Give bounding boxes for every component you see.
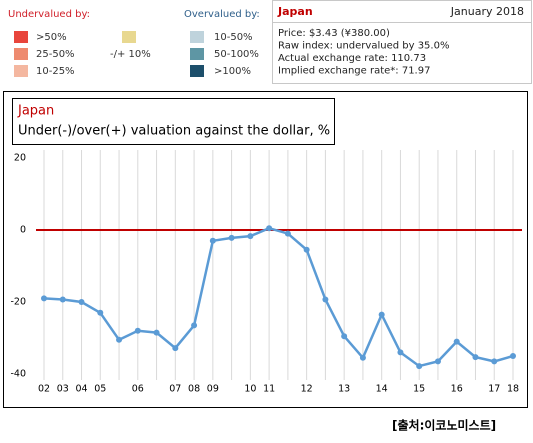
over-title: Overvalued by: [184,9,260,20]
data-point [172,345,179,352]
chart-subtitle: Under(-)/over(+) valuation against the d… [18,124,330,139]
legend-label: >50% [36,32,67,43]
info-date: January 2018 [450,5,524,18]
x-tick-label: 10 [244,384,256,395]
legend-label: >100% [214,66,251,77]
series-line [43,226,514,368]
x-tick-label: 08 [188,384,200,395]
legend-label: 10-50% [214,32,253,43]
legend-label: 10-25% [36,66,75,77]
x-tick-label: 11 [263,384,275,395]
data-point [266,225,273,232]
data-point [510,353,516,359]
legend-label: 50-100% [214,49,259,60]
data-point [378,311,385,318]
x-tick-label: 02 [38,384,50,395]
legend-swatch [190,65,204,77]
data-point [134,327,141,334]
data-point [472,354,479,361]
data-point [191,322,198,329]
data-point [116,336,123,343]
x-tick-label: 09 [207,384,219,395]
legend-swatch [14,65,28,77]
data-point [303,246,310,253]
data-point [341,333,348,340]
chart-frame [3,91,528,408]
y-tick-label: 0 [20,225,26,236]
data-point [322,296,329,303]
legend-swatch [190,31,204,43]
x-tick-label: 06 [132,384,144,395]
data-point [416,363,423,370]
x-tick-label: 14 [376,384,388,395]
legend-swatch [190,48,204,60]
info-line: Price: $3.43 (¥380.00) [278,28,390,39]
data-point [228,234,235,241]
y-tick-label: -40 [10,369,26,380]
data-point [59,296,66,303]
data-point [97,309,104,316]
legend-label: -/+ 10% [110,49,151,60]
info-box [272,0,532,84]
legend-swatch [122,31,136,43]
x-tick-label: 16 [451,384,463,395]
data-point [247,233,254,240]
data-point [41,295,47,302]
x-tick-label: 15 [413,384,425,395]
data-point [397,349,404,356]
x-tick-label: 18 [507,384,519,395]
x-tick-label: 12 [301,384,313,395]
x-tick-label: 04 [75,384,87,395]
x-tick-label: 05 [94,384,106,395]
under-title: Undervalued by: [8,9,90,20]
data-point [284,230,291,237]
info-country: Japan [277,5,313,18]
x-tick-label: 03 [57,384,69,395]
data-point [153,329,160,336]
source: [출처:이코노미스트] [392,418,496,433]
y-tick-label: 20 [14,153,26,164]
legend-swatch [14,48,28,60]
info-line: Implied exchange rate*: 71.97 [278,66,430,77]
y-tick-label: -20 [10,297,26,308]
data-point [209,237,216,244]
data-point [359,354,366,361]
title-box [12,98,335,145]
x-tick-label: 17 [488,384,500,395]
info-line: Raw index: undervalued by 35.0% [278,41,449,52]
data-point [78,299,85,305]
data-point [453,338,460,345]
legend-label: 25-50% [36,49,75,60]
data-point [434,358,441,365]
data-point [491,358,498,365]
chart-title: Japan [17,104,54,119]
x-tick-label: 13 [338,384,350,395]
legend-swatch [14,31,28,43]
x-tick-label: 07 [169,384,181,395]
info-line: Actual exchange rate: 110.73 [278,53,426,64]
